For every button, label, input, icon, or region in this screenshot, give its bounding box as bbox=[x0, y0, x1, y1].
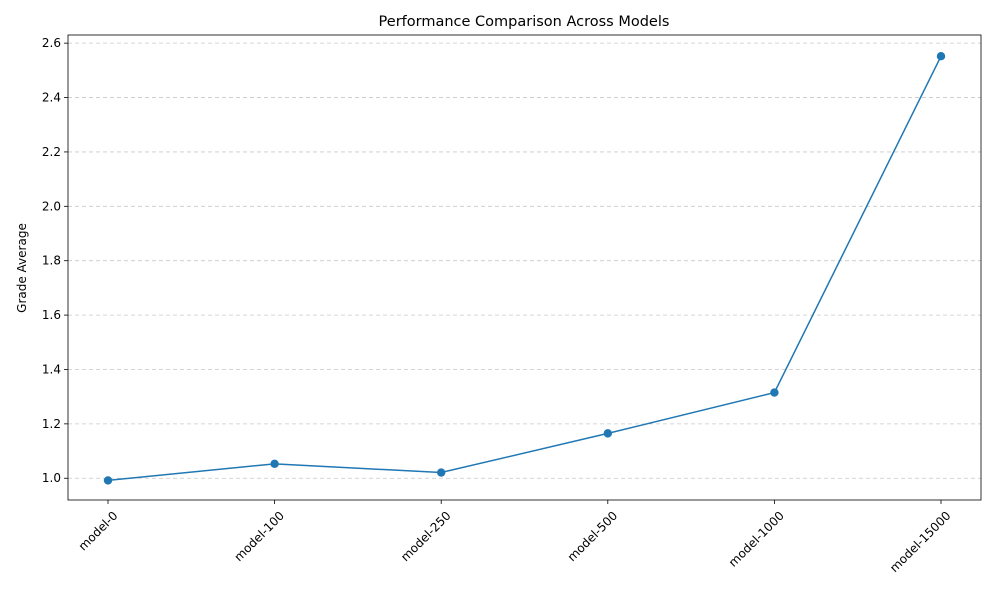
data-point-model-100 bbox=[270, 459, 279, 469]
series-layer bbox=[103, 52, 946, 485]
series-line-0 bbox=[107, 55, 942, 482]
x-tick-label-4: model-1000 bbox=[726, 509, 787, 570]
y-tick-label-3: 1.6 bbox=[42, 308, 61, 322]
axes: 1.0 1.2 1.4 1.6 1.8 2.0 2.2 2.4 2.6 model-0 model-… bbox=[42, 34, 982, 575]
y-tick-label-6: 2.2 bbox=[42, 145, 61, 159]
data-point-model-1000 bbox=[770, 388, 779, 397]
x-tick-label-2: model-250 bbox=[398, 509, 454, 565]
data-point-model-500 bbox=[603, 429, 612, 438]
y-tick-label-2: 1.4 bbox=[42, 362, 61, 376]
x-tick-label-3: model-500 bbox=[565, 509, 621, 565]
x-tick-label-5: model-15000 bbox=[887, 509, 953, 575]
data-point-model-0 bbox=[103, 476, 113, 485]
grid-lines bbox=[68, 42, 981, 479]
x-tick-label-1: model-100 bbox=[232, 509, 288, 565]
data-point-model-15000 bbox=[936, 52, 946, 61]
y-tick-label-0: 1.0 bbox=[42, 471, 61, 485]
y-tick-label-8: 2.6 bbox=[42, 36, 61, 50]
y-tick-label-4: 1.8 bbox=[42, 254, 61, 268]
data-point-model-250 bbox=[437, 468, 446, 477]
y-tick-label-1: 1.2 bbox=[42, 417, 61, 431]
y-tick-label-5: 2.0 bbox=[42, 199, 61, 213]
y-tick-label-7: 2.4 bbox=[42, 91, 61, 105]
chart-title: Performance Comparison Across Models bbox=[379, 14, 670, 30]
y-axis-label: Grade Average bbox=[15, 223, 29, 313]
plot-frame bbox=[67, 34, 982, 501]
x-tick-label-0: model-0 bbox=[76, 509, 121, 554]
